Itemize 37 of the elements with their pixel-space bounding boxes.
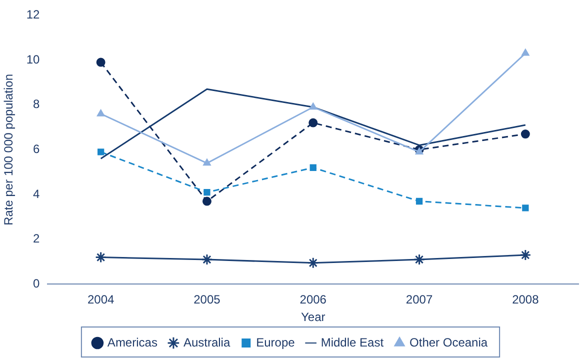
point <box>95 252 107 264</box>
x-tick-label: 2005 <box>194 292 221 307</box>
legend-label: Other Oceania <box>410 335 488 350</box>
point <box>203 158 211 166</box>
legend-label: Europe <box>256 335 296 350</box>
point <box>521 48 530 56</box>
y-tick-label: 4 <box>33 186 40 201</box>
x-tick-label: 2007 <box>406 292 433 307</box>
point <box>416 198 423 205</box>
y-tick-label: 0 <box>33 276 40 291</box>
y-tick-label: 10 <box>26 52 40 66</box>
point <box>204 188 210 196</box>
y-tick-label: 12 <box>26 8 40 22</box>
point <box>522 204 529 212</box>
x-tick-label: 2004 <box>87 292 114 307</box>
point <box>309 102 318 110</box>
x-axis-title: Year <box>301 310 326 324</box>
point <box>97 148 104 156</box>
legend-label: Australia <box>183 335 230 350</box>
point <box>310 164 316 171</box>
point <box>520 130 530 139</box>
point <box>308 118 318 128</box>
point <box>414 254 426 266</box>
y-tick-label: 6 <box>33 142 40 156</box>
x-tick-label: 2008 <box>512 292 540 307</box>
point <box>201 254 213 266</box>
point <box>96 109 105 116</box>
point <box>307 257 319 269</box>
y-axis-title: Rate per 100 000 population <box>2 74 16 226</box>
point <box>202 196 212 206</box>
legend-label: Americas <box>107 335 158 350</box>
legend-label: Middle East <box>320 335 384 350</box>
point <box>520 249 532 261</box>
y-tick-label: 2 <box>33 232 40 246</box>
x-tick-label: 2006 <box>300 292 327 307</box>
y-tick-label: 8 <box>33 97 40 112</box>
point <box>96 58 106 67</box>
